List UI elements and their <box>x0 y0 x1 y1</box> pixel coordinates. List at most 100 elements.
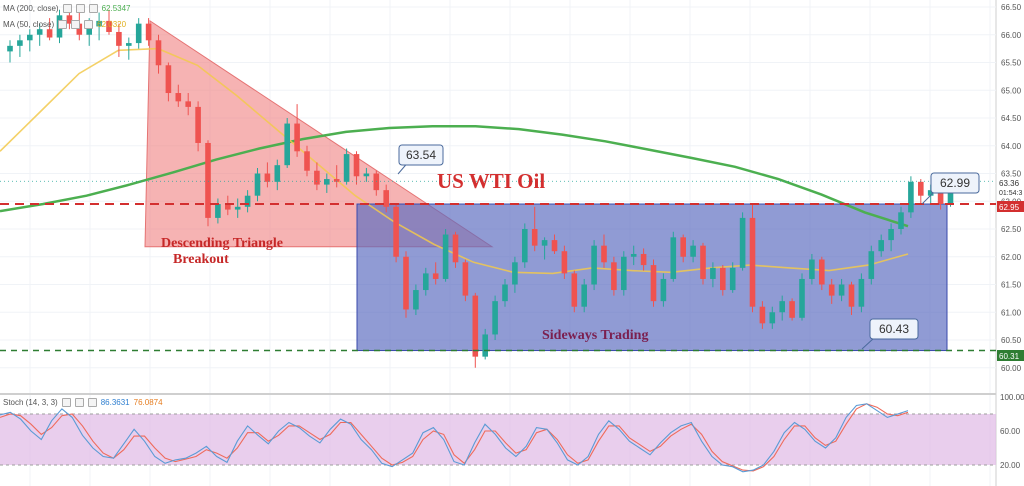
candle-body <box>660 278 667 302</box>
candle-body <box>858 278 865 307</box>
candle-body <box>353 154 360 177</box>
candle-body <box>234 206 241 210</box>
candle-body <box>749 217 756 307</box>
candle-body <box>432 273 439 279</box>
stoch-band <box>0 414 996 465</box>
candle-body <box>561 251 568 274</box>
eye-icon[interactable] <box>58 20 68 29</box>
callout-62-99[interactable]: 62.99 <box>921 172 980 205</box>
stochastic-oscillator <box>0 403 909 473</box>
candle-body <box>680 237 686 257</box>
stoch-tick-label: 100.00 <box>1000 393 1024 402</box>
eye-icon[interactable] <box>61 398 71 407</box>
candle-body <box>640 253 647 266</box>
candle-body <box>670 237 677 279</box>
callout-60-43[interactable]: 60.43 <box>861 318 919 350</box>
descending-triangle <box>144 19 494 248</box>
candle-body <box>452 234 459 263</box>
candle-body <box>165 65 172 94</box>
candle-body <box>769 312 776 324</box>
candle-body <box>383 190 389 207</box>
range-label: Sideways Trading <box>542 328 648 343</box>
ma200-legend[interactable]: MA (200, close) 62.5347 <box>3 4 131 13</box>
candle-body <box>225 204 231 210</box>
settings-icon[interactable] <box>71 20 81 29</box>
candle-body <box>393 206 399 257</box>
close-icon[interactable] <box>88 4 98 13</box>
candle-body <box>294 123 300 152</box>
candle-body <box>442 234 449 279</box>
candle-body <box>848 284 855 307</box>
callout-63-54[interactable]: 63.54 <box>397 144 444 175</box>
candle-body <box>66 15 73 24</box>
settings-icon[interactable] <box>74 398 84 407</box>
horizontal-levels <box>0 180 996 352</box>
candle-body <box>215 204 221 218</box>
candle-body <box>927 190 934 196</box>
candle-body <box>918 181 924 196</box>
candle-body <box>551 240 558 252</box>
candle-body <box>571 273 578 307</box>
candle-body <box>700 245 706 279</box>
candle-body <box>324 179 330 185</box>
candle-body <box>185 101 191 107</box>
candle-body <box>175 93 182 102</box>
candle-body <box>502 284 508 302</box>
candle-body <box>541 240 548 246</box>
stoch-k-value: 86.3631 <box>100 398 130 407</box>
candle-body <box>522 229 528 263</box>
candle-body <box>106 20 112 32</box>
last-price-text: 63.36 <box>999 179 1020 188</box>
support-price-tag: 60.31 <box>997 350 1024 361</box>
candle-body <box>819 259 825 285</box>
last-price-tag: 63.36 01:54:3 <box>997 177 1024 197</box>
ma50-legend[interactable]: MA (50, close) 62.0320 <box>3 20 126 29</box>
stoch-legend[interactable]: Stoch (14, 3, 3) 86.3631 76.0874 <box>3 398 163 407</box>
price-tick-label: 63.50 <box>1001 170 1022 179</box>
candle-body <box>403 256 409 310</box>
candle-body <box>908 181 914 213</box>
candle-body <box>720 267 726 291</box>
candle-body <box>531 229 538 246</box>
candle-body <box>799 278 805 318</box>
ma50-legend-value: 62.0320 <box>97 20 127 29</box>
candle-body <box>46 29 53 38</box>
price-axis[interactable] <box>996 0 1024 486</box>
candle-body <box>244 195 251 207</box>
candle-body <box>373 173 380 191</box>
candle-body <box>809 259 815 279</box>
candle-body <box>710 267 716 279</box>
price-tick-label: 62.50 <box>1001 225 1022 234</box>
candle-body <box>739 217 746 268</box>
candle-body <box>423 273 429 291</box>
candle-body <box>482 334 488 357</box>
settings-icon[interactable] <box>75 4 85 13</box>
ma50-legend-label: MA (50, close) <box>3 20 55 29</box>
resistance-price-tag: 62.95 <box>997 201 1024 212</box>
candle-body <box>472 295 479 357</box>
ma200-line <box>0 125 909 228</box>
candle-body <box>333 179 340 182</box>
candle-body <box>413 290 419 310</box>
candle-body <box>650 265 657 302</box>
eye-icon[interactable] <box>62 4 72 13</box>
candle-body <box>591 245 597 285</box>
candle-body <box>898 212 904 229</box>
close-icon[interactable] <box>84 20 94 29</box>
candle-body <box>581 284 587 307</box>
candlestick-series <box>7 7 954 368</box>
stoch-d-value: 76.0874 <box>133 398 163 407</box>
candle-body <box>135 23 142 44</box>
resistance-price-text: 62.95 <box>999 203 1020 212</box>
candle-body <box>729 267 736 291</box>
callout-price-text: 62.99 <box>940 176 970 190</box>
price-tick-label: 65.50 <box>1001 59 1022 68</box>
callout-low-text: 60.43 <box>879 322 909 336</box>
stoch-tick-label: 20.00 <box>1000 461 1021 470</box>
price-tick-label: 60.50 <box>1001 336 1022 345</box>
candle-body <box>868 251 875 279</box>
stoch-tick-label: 60.00 <box>1000 427 1021 436</box>
candle-body <box>492 301 498 335</box>
close-icon[interactable] <box>87 398 97 407</box>
